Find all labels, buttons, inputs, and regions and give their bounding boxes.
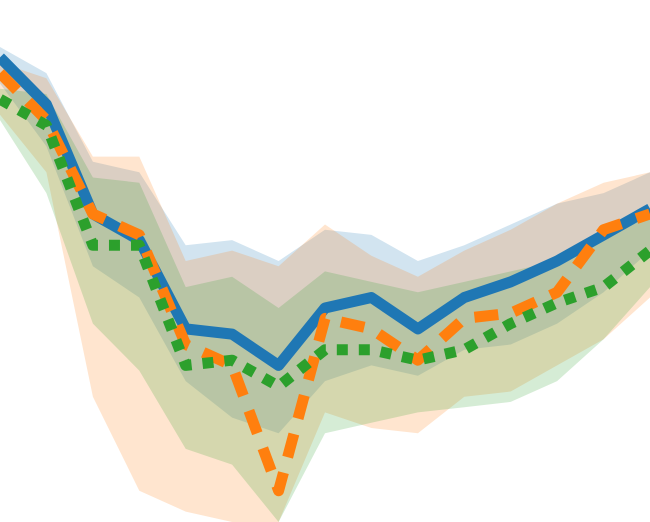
confidence-band-2 <box>0 62 650 522</box>
confidence-bands <box>0 47 650 522</box>
series-line-1 <box>0 53 650 371</box>
series-line-3 <box>0 94 650 392</box>
series-lines <box>0 53 650 497</box>
series-line-2 <box>0 69 650 497</box>
